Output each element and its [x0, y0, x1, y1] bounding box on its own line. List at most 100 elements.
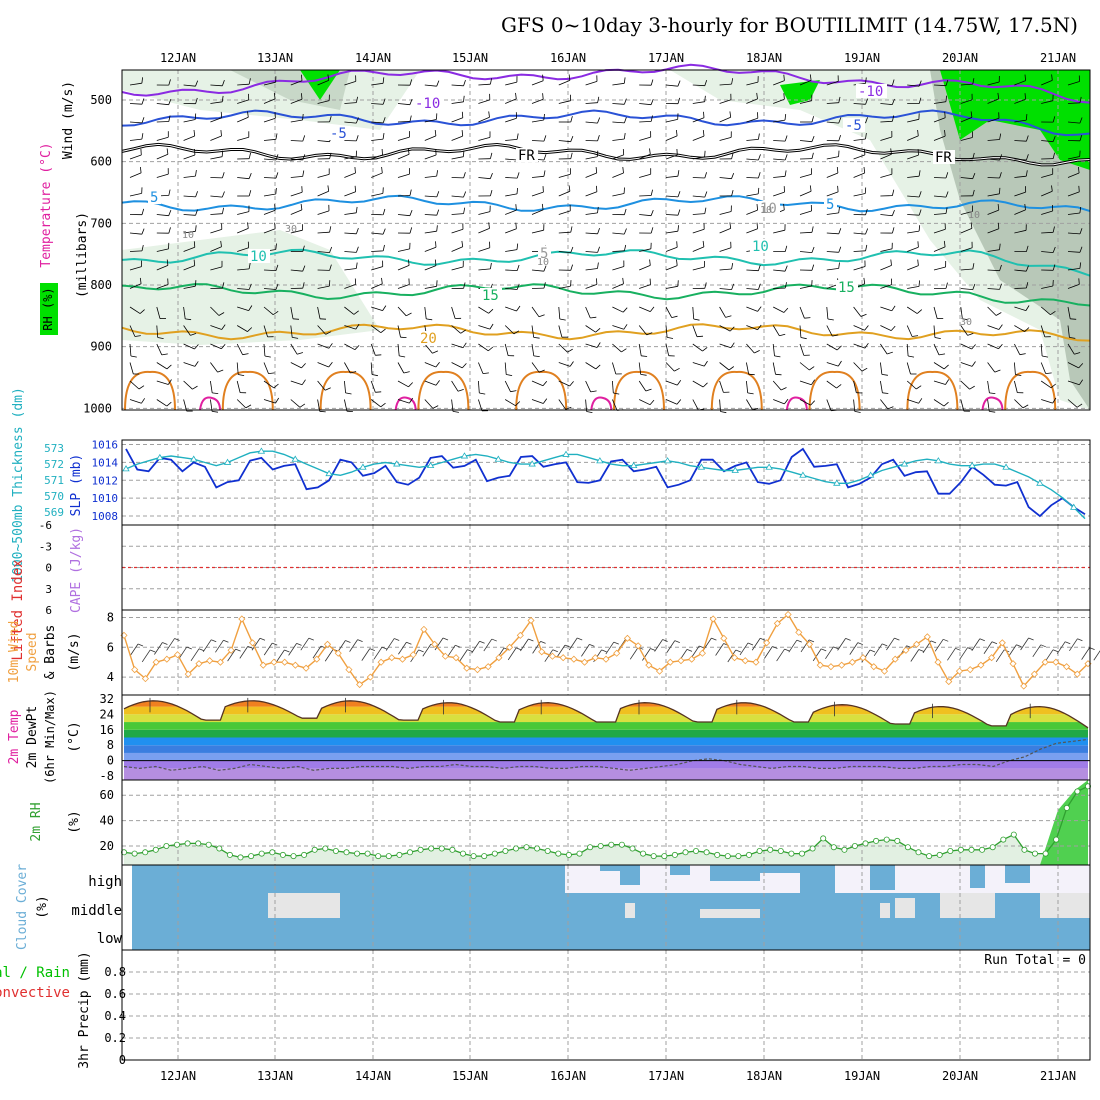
- wind-barb: [183, 119, 196, 123]
- wind-barb: [999, 243, 1001, 250]
- surface-wind-barb: [943, 638, 949, 642]
- surface-wind-barb: [516, 647, 522, 651]
- cloud-mid-gap: [700, 909, 760, 918]
- wind-barb: [371, 82, 384, 86]
- wind-barb: [263, 117, 276, 123]
- wind-barb: [960, 211, 973, 215]
- rh-marker: [640, 850, 647, 857]
- wind-barb: [531, 362, 540, 373]
- rh-contour-label: 10: [968, 210, 980, 221]
- wind-barb: [407, 148, 410, 155]
- wind-barb: [933, 177, 947, 179]
- wind-barb: [649, 259, 651, 266]
- wind-barb: [210, 117, 222, 123]
- wind-barb: [531, 380, 544, 387]
- wind-barb: [344, 81, 356, 86]
- pressure-tick: 700: [90, 216, 112, 230]
- wind-barb: [478, 362, 484, 374]
- wind-barb: [194, 344, 199, 350]
- wind-barb: [917, 241, 919, 248]
- surface-wind-barb: [141, 649, 151, 663]
- wind-barb: [237, 211, 249, 215]
- wind-barb: [1076, 403, 1083, 408]
- wind-barb: [460, 329, 466, 334]
- wind-barb: [290, 399, 301, 408]
- wind-barb: [612, 154, 624, 160]
- wind-speed-marker: [538, 648, 546, 656]
- wind-barb: [397, 380, 409, 388]
- cloud-row-label: low: [97, 931, 123, 947]
- wind-barb: [612, 362, 617, 375]
- wind-barb: [371, 103, 384, 105]
- wind-barb: [773, 306, 785, 313]
- wind-barb: [237, 177, 250, 180]
- wind-barb: [504, 343, 509, 356]
- wind-barb: [463, 95, 465, 102]
- wind-speed-marker: [388, 654, 396, 662]
- wind-barb: [490, 189, 493, 197]
- wind-barb: [970, 222, 973, 229]
- surface-wind-barb: [845, 638, 851, 641]
- rh-marker: [1074, 788, 1081, 795]
- wind-barb: [382, 228, 386, 235]
- bottom-date-label: 19JAN: [844, 1069, 880, 1083]
- wind-barb: [397, 306, 407, 317]
- wind-barb: [1014, 343, 1021, 355]
- wind-barb: [156, 399, 168, 407]
- wind-speed-marker: [173, 651, 182, 659]
- wind-barb: [597, 262, 599, 269]
- wind-barb: [317, 362, 329, 368]
- wind-barb: [639, 195, 652, 197]
- wind-barb: [344, 156, 357, 160]
- wind-barb: [212, 392, 219, 394]
- wind-barb: [290, 362, 302, 369]
- rh-marker: [121, 849, 128, 856]
- cloud-mid-gap: [268, 893, 340, 918]
- rh-marker: [1085, 783, 1092, 790]
- wind-unit-label: (m/s): [67, 632, 82, 671]
- rh-marker: [693, 848, 700, 855]
- wind-barb: [516, 264, 520, 271]
- wind-barb: [916, 309, 923, 314]
- wind-barb: [531, 80, 544, 86]
- wind-barb: [156, 343, 163, 356]
- thickness-marker: [765, 463, 773, 470]
- wind-barb: [275, 283, 279, 290]
- wind-barb: [141, 77, 143, 84]
- wind-barb: [758, 283, 761, 290]
- wind-barb: [488, 346, 494, 352]
- wind-barb: [301, 93, 303, 100]
- wind-barb: [621, 348, 627, 353]
- wind-barb: [865, 132, 867, 140]
- wind-barb: [478, 99, 490, 104]
- wind-barb: [381, 277, 383, 284]
- wind-barb: [516, 283, 520, 290]
- wind-barb: [570, 246, 574, 253]
- bottom-date-label: 13JAN: [257, 1069, 293, 1083]
- wind-speed-marker: [484, 663, 492, 671]
- wind-speed-marker: [870, 663, 878, 671]
- surface-wind-barb: [137, 643, 144, 647]
- wind-barb: [516, 187, 518, 194]
- wind-barb: [531, 399, 544, 404]
- wind-barb: [451, 399, 454, 412]
- wind-barb: [704, 95, 706, 102]
- wind-barb: [263, 343, 266, 357]
- wind-barb: [1045, 372, 1052, 374]
- rh-marker: [650, 853, 657, 860]
- wind-barb: [1079, 134, 1083, 141]
- wind-barb: [353, 310, 359, 315]
- wind-barb: [665, 230, 678, 234]
- wind-barb: [676, 241, 678, 248]
- pressure-tick: 800: [90, 278, 112, 292]
- wind-barb: [183, 380, 193, 390]
- wind-barb: [960, 247, 973, 252]
- top-date-label: 17JAN: [648, 51, 684, 65]
- wind-barb: [756, 222, 758, 229]
- rh-marker: [809, 845, 816, 852]
- rh-contour-label: 30: [285, 224, 297, 235]
- wind-barb: [263, 288, 277, 290]
- bottom-date-label: 17JAN: [648, 1069, 684, 1083]
- wind-barb: [355, 262, 358, 269]
- wind-barb: [478, 228, 490, 234]
